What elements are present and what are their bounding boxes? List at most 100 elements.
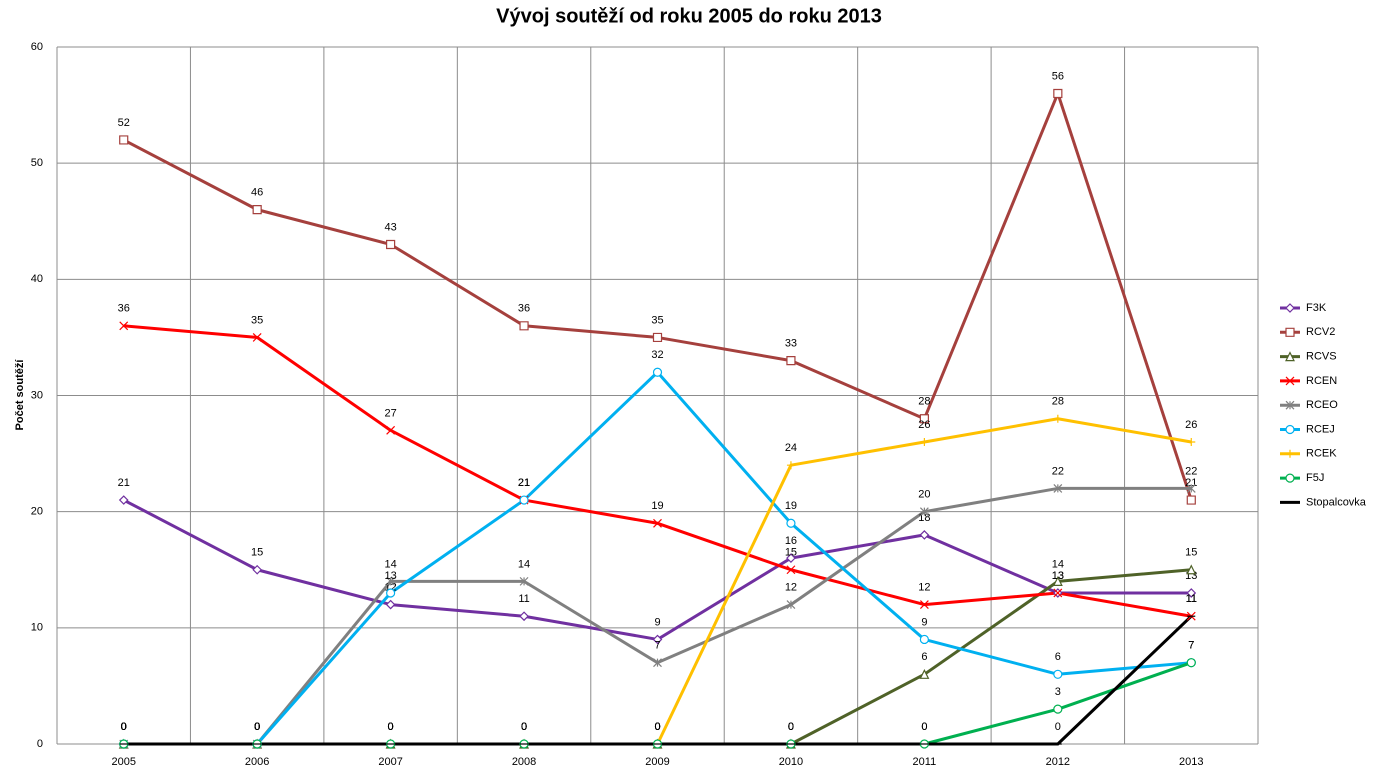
data-point (786, 461, 795, 470)
x-tick-label: 2013 (1179, 756, 1203, 768)
data-label: 7 (654, 640, 660, 652)
data-point (1052, 576, 1063, 586)
data-label: 0 (521, 721, 527, 733)
data-label: 0 (254, 721, 260, 733)
x-tick-label: 2009 (645, 756, 669, 768)
data-label: 43 (384, 221, 396, 233)
legend-label: RCVS (1306, 351, 1337, 363)
data-point (1053, 484, 1063, 493)
data-label: 0 (654, 721, 660, 733)
data-label: 19 (651, 500, 663, 512)
series-line (123, 370, 1192, 746)
data-label: 0 (388, 721, 394, 733)
data-label: 7 (1188, 640, 1194, 652)
data-label: 0 (521, 721, 527, 733)
data-point (252, 564, 263, 575)
data-point (1186, 564, 1197, 575)
data-label: 20 (918, 489, 930, 501)
data-point (252, 332, 262, 342)
data-label: 22 (1185, 465, 1197, 477)
data-label: 0 (921, 721, 927, 733)
x-tick-label: 2012 (1046, 756, 1070, 768)
data-label: 46 (251, 187, 263, 199)
data-point (1186, 658, 1196, 668)
x-tick-label: 2011 (913, 756, 937, 768)
legend-marker (1285, 473, 1295, 483)
data-point (386, 425, 396, 435)
data-point (119, 321, 129, 331)
data-label: 0 (388, 721, 394, 733)
data-label: 27 (384, 407, 396, 419)
data-point (519, 611, 529, 622)
data-point (386, 588, 396, 598)
data-label: 0 (654, 721, 660, 733)
legend-label: RCEN (1306, 375, 1337, 387)
data-label: 19 (785, 500, 797, 512)
data-label: 0 (121, 721, 127, 733)
data-point (386, 239, 396, 250)
data-label: 0 (654, 721, 660, 733)
data-point (919, 668, 930, 679)
series-line (123, 91, 1193, 501)
data-label: 35 (651, 314, 663, 326)
data-label: 0 (654, 721, 660, 733)
y-tick-label: 0 (37, 738, 43, 750)
data-label: 15 (251, 547, 263, 559)
data-label: 28 (1052, 396, 1064, 408)
data-point (1053, 588, 1063, 598)
data-point (919, 634, 929, 645)
legend-label: F3K (1306, 302, 1327, 314)
data-label: 24 (785, 442, 797, 454)
data-label: 0 (521, 721, 527, 733)
chart-title: Vývoj soutěží od roku 2005 do roku 2013 (496, 5, 882, 27)
data-label: 0 (921, 721, 927, 733)
data-label: 36 (118, 303, 130, 315)
data-label: 0 (121, 721, 127, 733)
data-label: 9 (654, 616, 660, 628)
data-label: 13 (1052, 570, 1064, 582)
data-point (1053, 704, 1063, 714)
legend-label: RCEO (1306, 399, 1338, 411)
y-tick-label: 50 (31, 157, 43, 169)
data-point (1186, 495, 1196, 505)
y-tick-label: 10 (31, 622, 43, 634)
data-label: 0 (1055, 721, 1061, 733)
data-label: 0 (121, 721, 127, 733)
data-point (919, 530, 930, 540)
data-point (786, 356, 796, 366)
data-label: 9 (921, 616, 927, 628)
data-label: 0 (121, 721, 127, 733)
data-point (118, 495, 129, 505)
data-label: 15 (1185, 547, 1197, 559)
data-point (519, 576, 529, 586)
data-label: 33 (785, 338, 797, 350)
data-label: 11 (1186, 593, 1197, 605)
y-tick-label: 40 (31, 273, 43, 285)
legend-label: RCV2 (1306, 326, 1335, 338)
data-label: 0 (254, 721, 260, 733)
data-label: 52 (118, 117, 130, 129)
data-point (786, 518, 796, 528)
data-label: 12 (785, 582, 797, 594)
data-point (919, 507, 929, 517)
legend-marker (1286, 449, 1294, 458)
data-label: 14 (518, 558, 530, 570)
legend-marker (1285, 424, 1295, 435)
data-label: 56 (1052, 70, 1064, 82)
data-label: 28 (918, 396, 930, 408)
data-label: 13 (1052, 570, 1064, 582)
data-point (1053, 414, 1062, 423)
data-point (1187, 437, 1196, 446)
data-point (519, 495, 529, 505)
data-label: 0 (254, 721, 260, 733)
y-axis-label: Počet soutěží (14, 359, 26, 431)
data-point (1053, 88, 1063, 99)
data-label: 11 (1186, 593, 1197, 605)
data-label: 0 (788, 721, 794, 733)
legend-marker (1285, 351, 1295, 362)
data-point (786, 600, 796, 610)
data-point (920, 437, 929, 446)
data-label: 6 (921, 651, 927, 663)
